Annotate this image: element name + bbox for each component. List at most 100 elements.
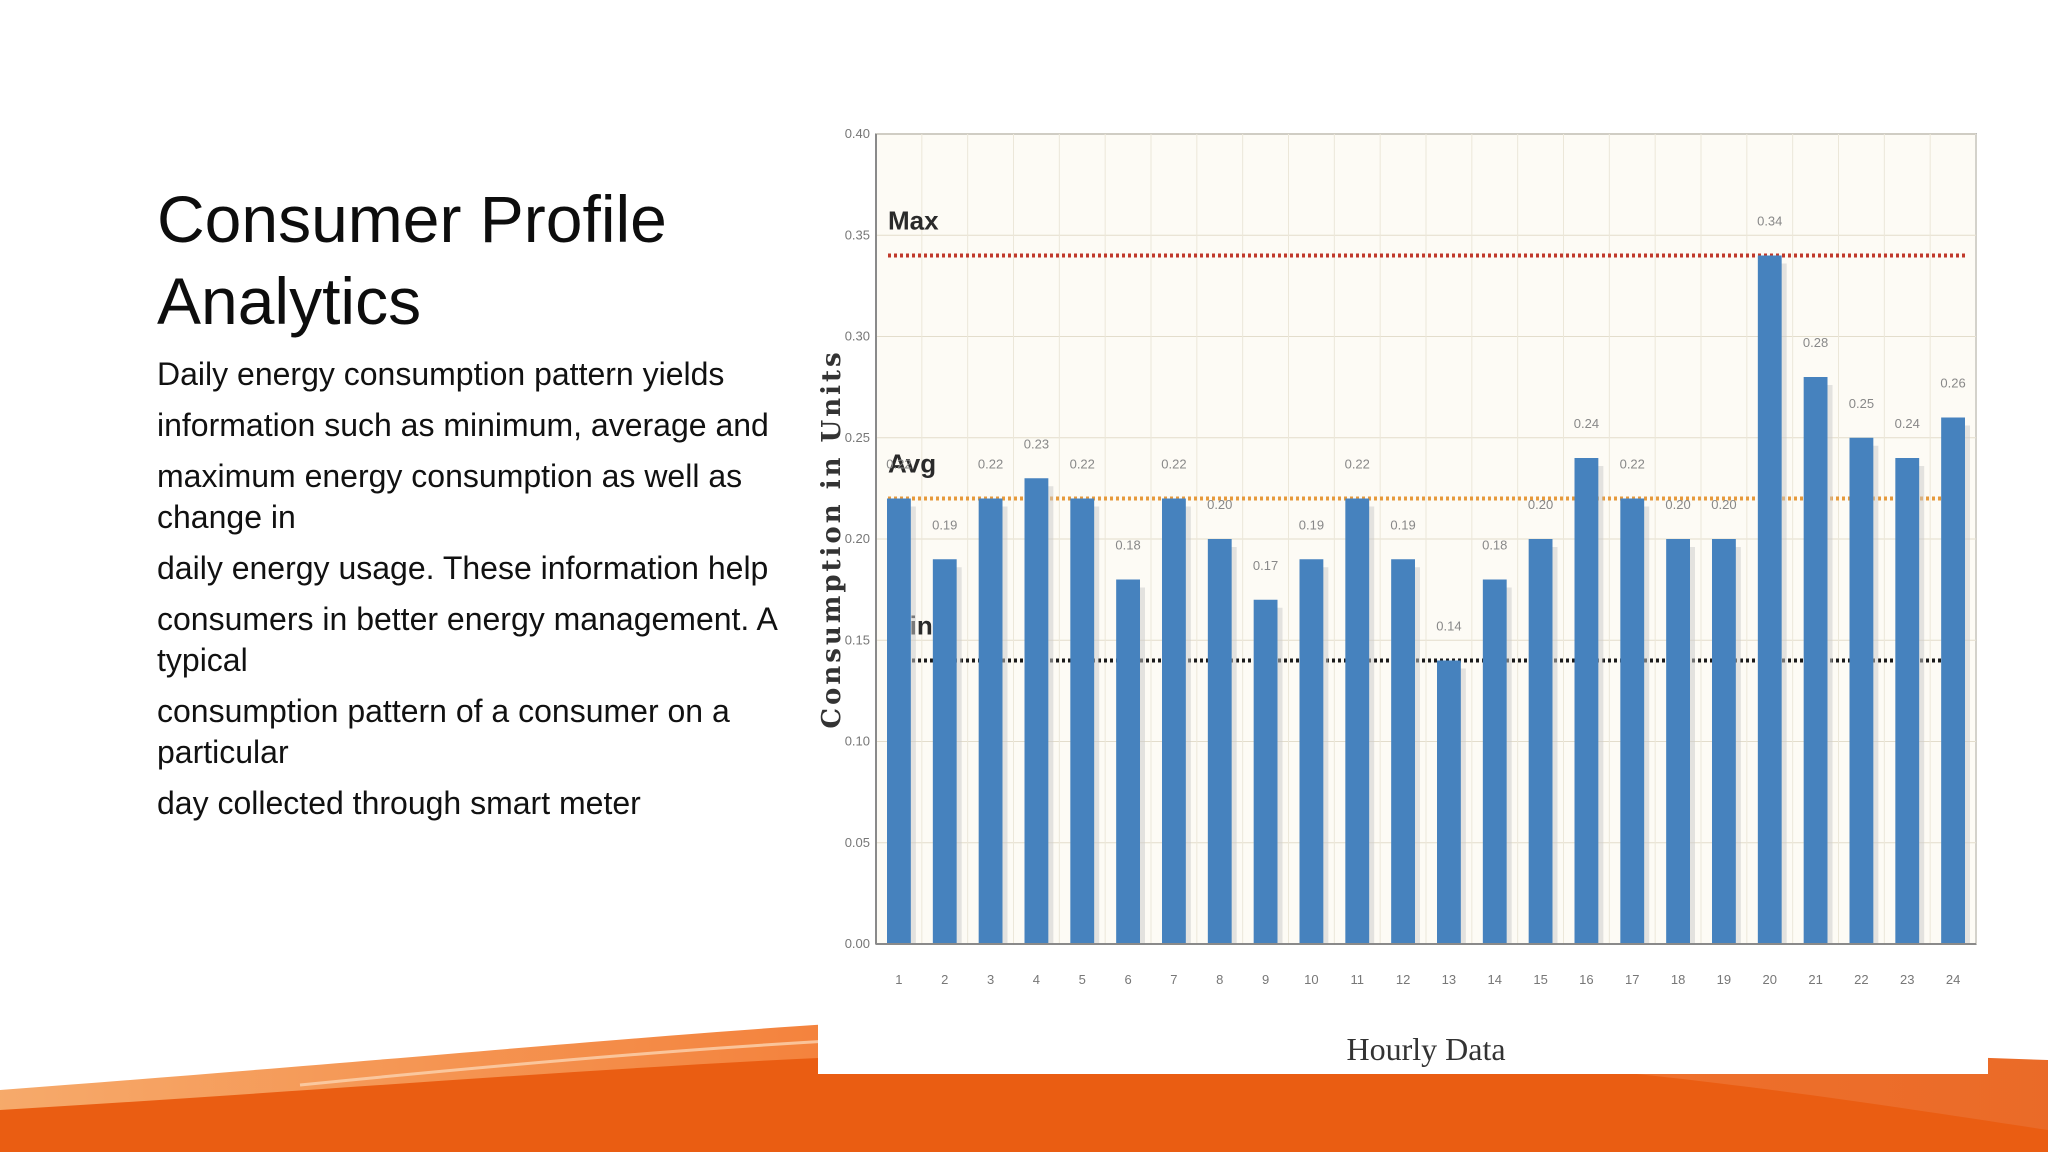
data-label: 0.22 — [1620, 457, 1645, 472]
data-label: 0.20 — [1207, 497, 1232, 512]
bar — [1712, 539, 1736, 944]
x-tick-label: 7 — [1170, 972, 1177, 987]
data-label: 0.19 — [932, 517, 957, 532]
x-tick-label: 8 — [1216, 972, 1223, 987]
y-tick-label: 0.10 — [845, 734, 870, 749]
data-labels: 0.22 0.19 0.22 0.23 0.22 0.18 0.22 0.20 0.17 0.19… — [886, 214, 1965, 634]
bar — [1299, 559, 1324, 944]
y-tick-label: 0.25 — [845, 430, 870, 445]
y-tick-label: 0.40 — [845, 126, 870, 141]
data-label: 0.18 — [1482, 538, 1507, 553]
reference-line-label: Max — [888, 206, 939, 236]
x-tick-label: 11 — [1351, 972, 1365, 987]
bar — [1666, 539, 1690, 944]
y-tick-label: 0.05 — [845, 835, 870, 850]
x-tick-label: 17 — [1625, 972, 1639, 987]
bar — [1391, 559, 1415, 944]
bar — [1345, 498, 1370, 944]
x-tick-label: 13 — [1442, 972, 1456, 987]
data-label: 0.18 — [1115, 538, 1140, 553]
data-label: 0.20 — [1665, 497, 1690, 512]
x-tick-label: 24 — [1946, 972, 1960, 987]
x-tick-label: 21 — [1808, 972, 1822, 987]
bar — [1849, 437, 1874, 944]
data-label: 0.24 — [1574, 416, 1599, 431]
data-label: 0.20 — [1528, 497, 1553, 512]
slide-title: Consumer Profile Analytics — [157, 178, 797, 342]
data-label: 0.22 — [1161, 457, 1186, 472]
x-tick-label: 4 — [1033, 972, 1040, 987]
bar — [1941, 417, 1965, 944]
x-tick-label: 12 — [1396, 972, 1410, 987]
y-axis-ticks: 0.00 0.05 0.10 0.15 0.20 0.25 0.30 0.35 0.40 — [845, 126, 870, 951]
slide-body-text: Daily energy consumption pattern yields … — [157, 354, 797, 834]
body-line: day collected through smart meter — [157, 785, 641, 821]
x-axis-ticks: 1 2 3 4 5 6 7 8 9 10 11 12 13 14 15 16 17 18 19 20 21 22 23 24 — [895, 972, 1960, 987]
x-tick-label: 6 — [1124, 972, 1131, 987]
bar — [1803, 377, 1828, 944]
body-line: information such as minimum, average and — [157, 407, 769, 443]
data-label: 0.14 — [1436, 619, 1461, 634]
bar — [1116, 579, 1140, 944]
body-line: consumers in better energy management. A… — [157, 601, 777, 678]
data-label: 0.24 — [1895, 416, 1920, 431]
slide-title-line-1: Consumer Profile — [157, 182, 667, 256]
bar — [887, 498, 911, 944]
bar — [1482, 579, 1507, 944]
body-line: daily energy usage. These information he… — [157, 550, 769, 586]
x-tick-label: 14 — [1488, 972, 1502, 987]
bar — [978, 498, 1003, 944]
x-tick-label: 10 — [1304, 972, 1318, 987]
reference-line-label: Avg — [888, 449, 936, 479]
x-axis-title: Hourly Data — [1346, 1031, 1505, 1067]
bar — [1620, 498, 1645, 944]
x-tick-label: 5 — [1079, 972, 1086, 987]
bar — [1162, 498, 1186, 944]
x-tick-label: 3 — [987, 972, 994, 987]
x-tick-label: 19 — [1717, 972, 1731, 987]
body-line: Daily energy consumption pattern yields — [157, 356, 725, 392]
y-tick-label: 0.00 — [845, 936, 870, 951]
body-line: maximum energy consumption as well as ch… — [157, 458, 743, 535]
y-tick-label: 0.35 — [845, 227, 870, 242]
bar-chart: MaxAvgMin 0.220.190.220.230.220.180.220.… — [818, 126, 1977, 1067]
data-label: 0.17 — [1253, 558, 1278, 573]
bar — [1895, 458, 1920, 944]
y-axis-title: Consumption in Units — [818, 349, 847, 728]
bar — [932, 559, 957, 944]
y-tick-label: 0.20 — [845, 531, 870, 546]
x-tick-label: 9 — [1262, 972, 1269, 987]
x-tick-label: 1 — [895, 972, 902, 987]
x-tick-label: 18 — [1671, 972, 1685, 987]
data-label: 0.22 — [1070, 457, 1095, 472]
bar — [1070, 498, 1095, 944]
x-tick-label: 20 — [1763, 972, 1777, 987]
y-tick-label: 0.15 — [845, 632, 870, 647]
x-tick-label: 15 — [1533, 972, 1547, 987]
x-tick-label: 16 — [1579, 972, 1593, 987]
data-label: 0.34 — [1757, 214, 1782, 229]
data-label: 0.19 — [1299, 517, 1324, 532]
data-label: 0.22 — [886, 457, 911, 472]
bars — [887, 255, 1970, 944]
data-label: 0.26 — [1940, 376, 1965, 391]
body-line: consumption pattern of a consumer on a p… — [157, 693, 730, 770]
x-tick-label: 23 — [1900, 972, 1914, 987]
data-label: 0.19 — [1390, 517, 1415, 532]
data-label: 0.20 — [1711, 497, 1736, 512]
bar — [1757, 255, 1782, 944]
bar — [1253, 599, 1278, 944]
data-label: 0.22 — [1345, 457, 1370, 472]
bar — [1207, 539, 1232, 944]
slide-title-line-2: Analytics — [157, 264, 422, 338]
bar — [1574, 458, 1599, 944]
y-tick-label: 0.30 — [845, 329, 870, 344]
data-label: 0.28 — [1803, 335, 1828, 350]
chart-panel: MaxAvgMin 0.220.190.220.230.220.180.220.… — [818, 118, 1988, 1074]
bar — [1528, 539, 1553, 944]
bar — [1024, 478, 1049, 944]
data-label: 0.23 — [1024, 436, 1049, 451]
data-label: 0.22 — [978, 457, 1003, 472]
bar — [1437, 660, 1461, 944]
